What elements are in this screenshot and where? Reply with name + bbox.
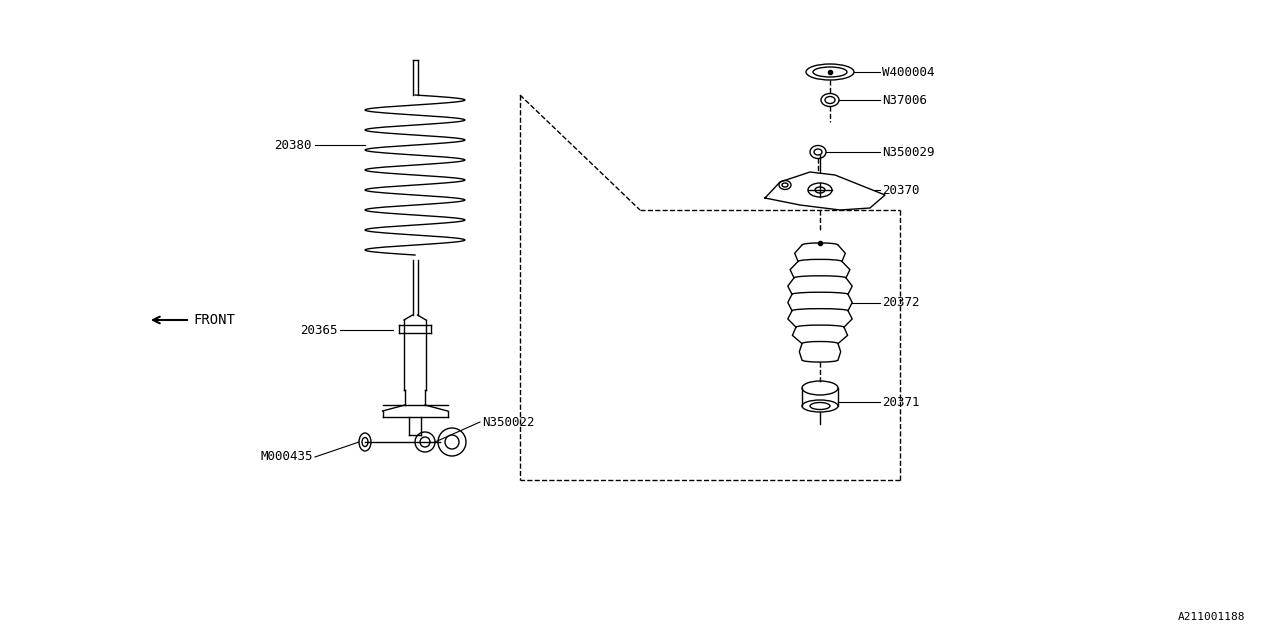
Text: A211001188: A211001188 — [1178, 612, 1245, 622]
Text: 20371: 20371 — [882, 396, 919, 408]
Text: FRONT: FRONT — [193, 313, 234, 327]
Text: N350029: N350029 — [882, 145, 934, 159]
Text: N350022: N350022 — [483, 415, 535, 429]
Text: M000435: M000435 — [261, 451, 314, 463]
Text: 20365: 20365 — [301, 323, 338, 337]
Text: N37006: N37006 — [882, 93, 927, 106]
Text: 20370: 20370 — [882, 184, 919, 196]
Text: 20372: 20372 — [882, 296, 919, 309]
Text: W400004: W400004 — [882, 65, 934, 79]
Text: 20380: 20380 — [274, 138, 312, 152]
